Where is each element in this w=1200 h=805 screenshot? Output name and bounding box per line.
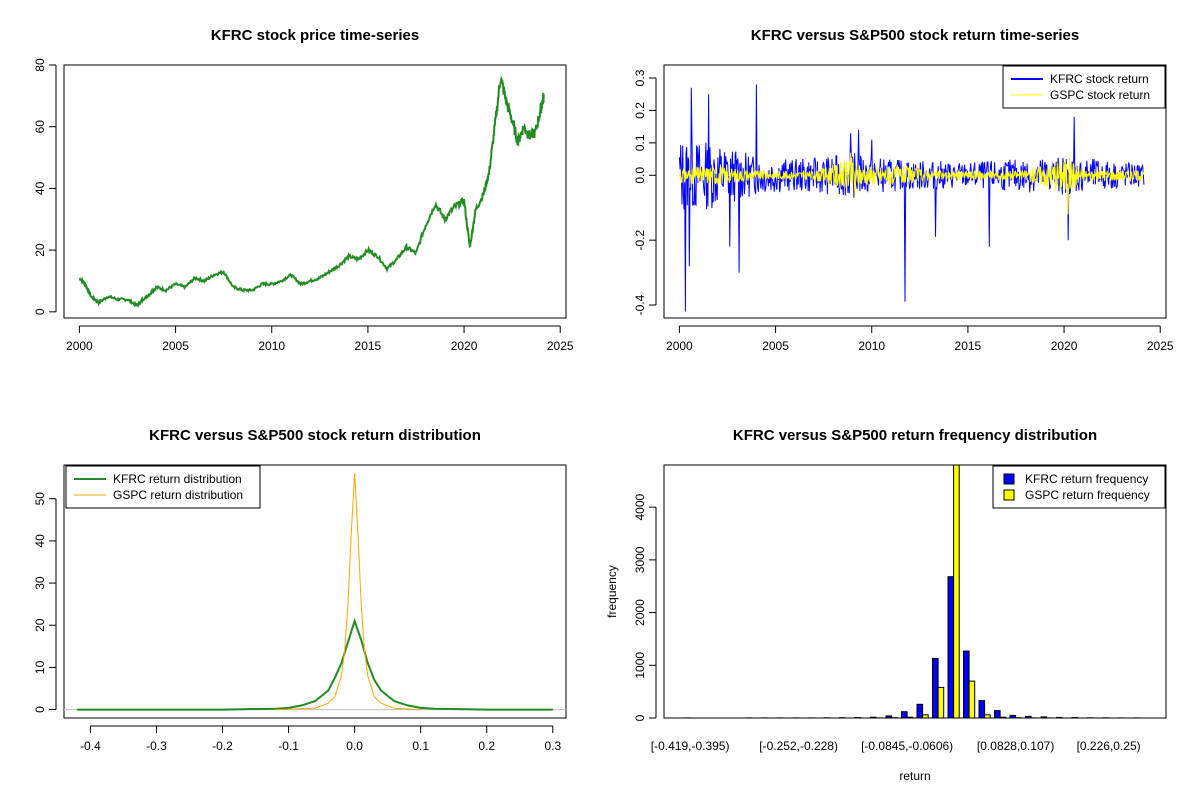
kfrc-density-line bbox=[77, 621, 553, 710]
density-x-tick-label: 0.2 bbox=[478, 739, 495, 753]
kfrc-hist-bar bbox=[979, 701, 985, 718]
kfrc-hist-bar bbox=[1026, 716, 1032, 718]
hist-y-tick-label: 3000 bbox=[633, 546, 647, 573]
price-y-tick-label: 40 bbox=[33, 181, 47, 195]
return-x-tick-label: 2025 bbox=[1147, 339, 1174, 353]
density-y-tick-label: 20 bbox=[33, 618, 47, 632]
kfrc-hist-bar bbox=[886, 716, 892, 718]
kfrc-hist-bar bbox=[917, 704, 923, 718]
price-x-tick-label: 2000 bbox=[66, 339, 93, 353]
density-x-tick-label: 0.3 bbox=[544, 739, 561, 753]
price-x-tick-label: 2020 bbox=[451, 339, 478, 353]
density-legend-label: GSPC return distribution bbox=[113, 488, 243, 502]
hist-legend-label: GSPC return frequency bbox=[1025, 488, 1150, 502]
return-y-tick-label: 0.3 bbox=[633, 69, 647, 86]
kfrc-hist-bar bbox=[964, 651, 970, 718]
price-y-tick-label: 0 bbox=[33, 308, 47, 315]
return-y-tick-label: -0.4 bbox=[633, 294, 647, 315]
gspc-density-line bbox=[275, 473, 420, 709]
density-x-tick-label: -0.3 bbox=[146, 739, 167, 753]
kfrc-hist-bar bbox=[871, 717, 877, 718]
return-y-tick-label: 0.0 bbox=[633, 167, 647, 184]
density-legend-label: KFRC return distribution bbox=[113, 472, 242, 486]
density-chart-title: KFRC versus S&P500 stock return distribu… bbox=[149, 427, 481, 444]
hist-legend-swatch bbox=[1004, 474, 1014, 484]
gspc-hist-bar bbox=[923, 715, 929, 718]
density-x-tick-label: -0.2 bbox=[212, 739, 233, 753]
return-x-tick-label: 2010 bbox=[858, 339, 885, 353]
density-y-tick-label: 40 bbox=[33, 534, 47, 548]
return-y-tick-label: 0.1 bbox=[633, 134, 647, 151]
density-x-tick-label: 0.0 bbox=[346, 739, 363, 753]
return-legend-label: GSPC stock return bbox=[1050, 88, 1150, 102]
gspc-hist-bar bbox=[985, 715, 991, 718]
return-x-tick-label: 2005 bbox=[762, 339, 789, 353]
hist-y-tick-label: 4000 bbox=[633, 493, 647, 520]
hist-y-tick-label: 0 bbox=[633, 714, 647, 721]
density-y-tick-label: 30 bbox=[33, 576, 47, 590]
return-x-tick-label: 2020 bbox=[1051, 339, 1078, 353]
hist-legend-swatch bbox=[1004, 490, 1014, 500]
gspc-hist-bar bbox=[938, 687, 944, 718]
return-y-tick-label: 0.2 bbox=[633, 102, 647, 119]
hist-x-axis-label: return bbox=[899, 769, 930, 783]
density-x-tick-label: -0.4 bbox=[80, 739, 101, 753]
price-y-tick-label: 60 bbox=[33, 120, 47, 134]
return-y-tick-label: -0.2 bbox=[633, 229, 647, 250]
kfrc-hist-bar bbox=[933, 658, 939, 718]
hist-x-tick-label: [0.0828,0.107) bbox=[977, 739, 1054, 753]
hist-chart-title: KFRC versus S&P500 return frequency dist… bbox=[733, 427, 1097, 444]
price-x-tick-label: 2015 bbox=[355, 339, 382, 353]
kfrc-return-line bbox=[679, 85, 1144, 312]
hist-x-tick-label: [0.226,0.25) bbox=[1077, 739, 1141, 753]
kfrc-hist-bar bbox=[902, 712, 908, 718]
gspc-hist-bar bbox=[969, 681, 975, 718]
kfrc-hist-bar bbox=[1010, 715, 1016, 718]
gspc-hist-bar bbox=[954, 465, 960, 718]
kfrc-hist-bar bbox=[995, 711, 1001, 718]
hist-x-tick-label: [-0.419,-0.395) bbox=[651, 739, 730, 753]
density-y-tick-label: 10 bbox=[33, 660, 47, 674]
return-chart-title: KFRC versus S&P500 stock return time-ser… bbox=[751, 27, 1079, 44]
hist-x-tick-label: [-0.252,-0.228) bbox=[759, 739, 838, 753]
kfrc-price-line bbox=[79, 79, 544, 306]
price-x-tick-label: 2005 bbox=[162, 339, 189, 353]
gspc-hist-bar bbox=[907, 717, 913, 718]
price-x-tick-label: 2025 bbox=[547, 339, 574, 353]
hist-x-tick-label: [-0.0845,-0.0606) bbox=[861, 739, 953, 753]
hist-y-axis-label: frequency bbox=[605, 565, 619, 618]
kfrc-hist-bar bbox=[948, 577, 954, 718]
return-x-tick-label: 2000 bbox=[666, 339, 693, 353]
hist-y-tick-label: 2000 bbox=[633, 599, 647, 626]
return-x-tick-label: 2015 bbox=[955, 339, 982, 353]
price-chart-title: KFRC stock price time-series bbox=[211, 27, 419, 44]
kfrc-hist-bar bbox=[1057, 717, 1063, 718]
kfrc-hist-bar bbox=[1041, 717, 1047, 718]
density-y-tick-label: 0 bbox=[33, 706, 47, 713]
hist-y-tick-label: 1000 bbox=[633, 652, 647, 679]
price-y-tick-label: 80 bbox=[33, 58, 47, 72]
density-x-tick-label: 0.1 bbox=[412, 739, 429, 753]
density-y-tick-label: 50 bbox=[33, 492, 47, 506]
return-legend-label: KFRC stock return bbox=[1050, 72, 1149, 86]
price-x-tick-label: 2010 bbox=[258, 339, 285, 353]
hist-legend-label: KFRC return frequency bbox=[1025, 472, 1148, 486]
density-x-tick-label: -0.1 bbox=[278, 739, 299, 753]
gspc-hist-bar bbox=[1000, 717, 1006, 718]
price-y-tick-label: 20 bbox=[33, 243, 47, 257]
